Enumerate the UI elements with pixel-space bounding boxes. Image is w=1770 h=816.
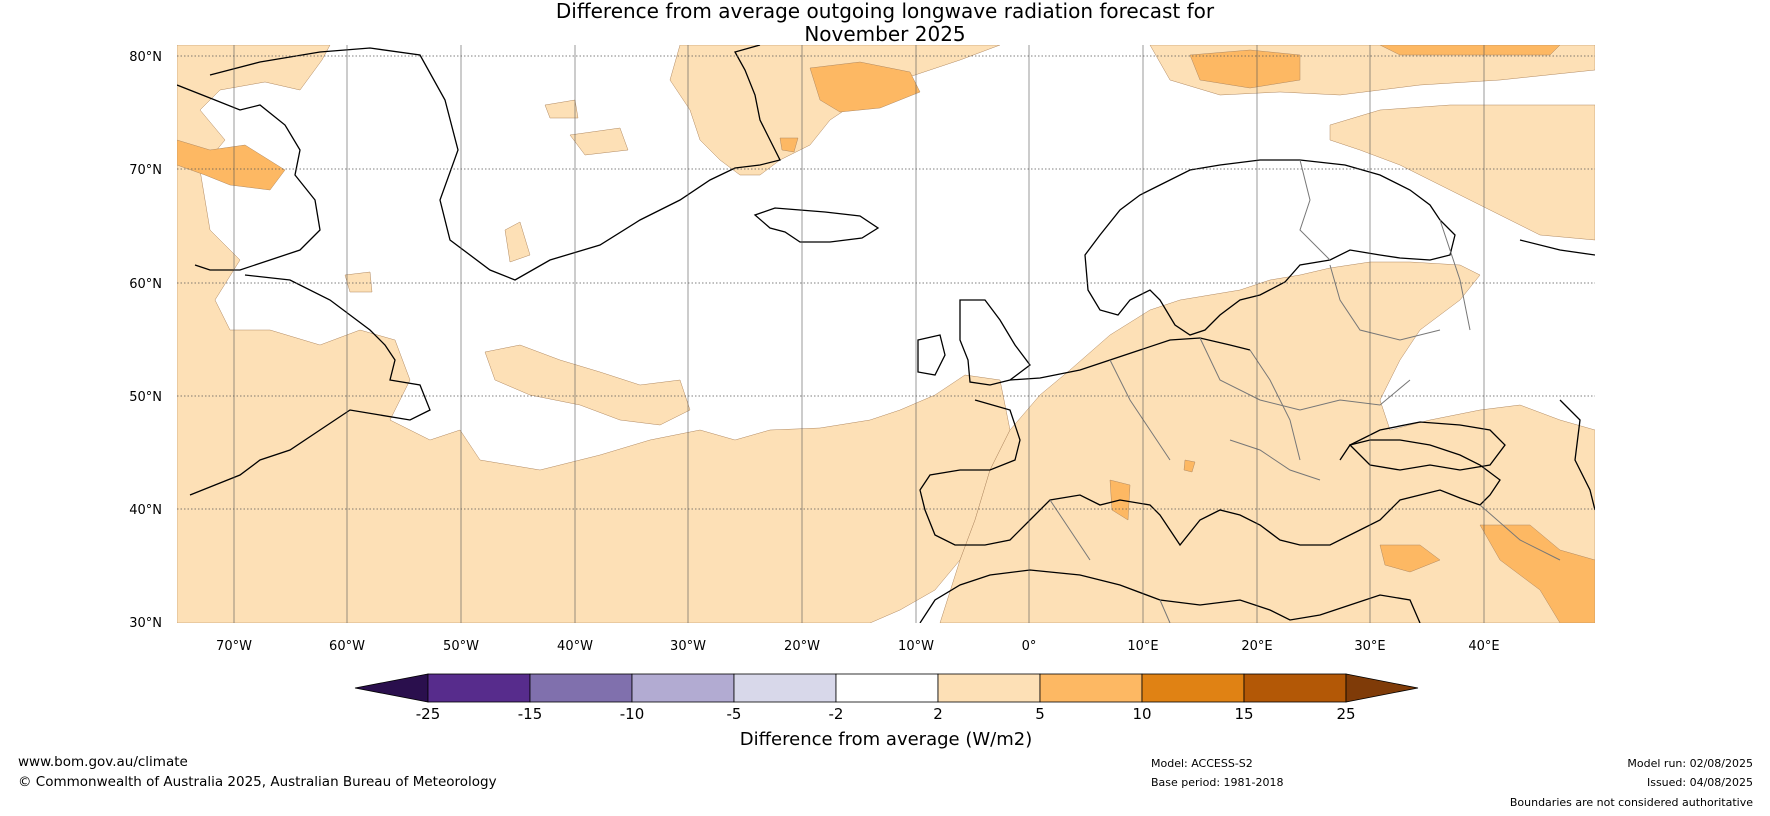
lon-label: 20°W xyxy=(784,639,820,654)
colorbar-bin xyxy=(529,673,633,703)
colorbar-bin xyxy=(733,673,837,703)
colorbar xyxy=(354,673,1419,703)
lat-label: 30°N xyxy=(129,616,162,631)
footer-copyright: © Commonwealth of Australia 2025, Austra… xyxy=(18,774,497,790)
lon-label: 0° xyxy=(1022,639,1037,654)
lon-label: 10°E xyxy=(1127,639,1158,654)
lon-label: 40°W xyxy=(557,639,593,654)
lat-label: 80°N xyxy=(129,50,162,65)
footer-model-run: Model run: 02/08/2025 xyxy=(1627,757,1753,770)
colorbar-tick-label: -5 xyxy=(727,705,742,723)
longitude-labels: 70°W 60°W 50°W 40°W 30°W 20°W 10°W 0° 10… xyxy=(216,639,1500,654)
colorbar-tick-label: 5 xyxy=(1035,705,1045,723)
map-panel xyxy=(177,45,1595,623)
colorbar-bin xyxy=(1141,673,1245,703)
lon-label: 20°E xyxy=(1241,639,1272,654)
colorbar-bin xyxy=(1039,673,1143,703)
colorbar-bin xyxy=(835,673,939,703)
colorbar-bin xyxy=(937,673,1041,703)
country-borders xyxy=(1049,159,1561,623)
latitude-labels: 80°N 70°N 60°N 50°N 40°N 30°N xyxy=(129,50,162,631)
lat-label: 60°N xyxy=(129,277,162,292)
colorbar-tick-labels: -25 -15 -10 -5 -2 2 5 10 15 25 xyxy=(416,705,1356,723)
lon-label: 30°E xyxy=(1354,639,1385,654)
colorbar-tick-label: 10 xyxy=(1132,705,1151,723)
colorbar-tick-label: -25 xyxy=(416,705,441,723)
colorbar-bin xyxy=(427,673,531,703)
lon-label: 30°W xyxy=(670,639,706,654)
colorbar-bin xyxy=(631,673,735,703)
lat-label: 40°N xyxy=(129,503,162,518)
colorbar-tick-label: -15 xyxy=(518,705,543,723)
lon-label: 10°W xyxy=(898,639,934,654)
meridian-lines xyxy=(233,45,1485,623)
footer-website: www.bom.gov.au/climate xyxy=(18,754,188,770)
colorbar-tick-label: 25 xyxy=(1336,705,1355,723)
lon-label: 50°W xyxy=(443,639,479,654)
colorbar-under-arrow xyxy=(354,673,429,703)
footer-issued: Issued: 04/08/2025 xyxy=(1646,776,1753,789)
lat-label: 50°N xyxy=(129,390,162,405)
colorbar-bin xyxy=(1243,673,1347,703)
colorbar-tick-label: -10 xyxy=(620,705,645,723)
lon-label: 60°W xyxy=(329,639,365,654)
coastlines xyxy=(177,45,1595,623)
lon-label: 70°W xyxy=(216,639,252,654)
lat-label: 70°N xyxy=(129,163,162,178)
colorbar-tick-label: -2 xyxy=(829,705,844,723)
map-title-line1: Difference from average outgoing longwav… xyxy=(556,0,1215,23)
footer-disclaimer: Boundaries are not considered authoritat… xyxy=(1509,796,1753,809)
map-title-line2: November 2025 xyxy=(804,22,965,46)
colorbar-title: Difference from average (W/m2) xyxy=(740,729,1032,750)
lon-label: 40°E xyxy=(1468,639,1499,654)
colorbar-tick-label: 15 xyxy=(1234,705,1253,723)
anomaly-fill-5-to-10 xyxy=(177,45,1595,623)
colorbar-tick-label: 2 xyxy=(933,705,943,723)
colorbar-over-arrow xyxy=(1345,673,1419,703)
footer-model: Model: ACCESS-S2 xyxy=(1151,757,1253,770)
footer-base-period: Base period: 1981-2018 xyxy=(1151,776,1284,789)
